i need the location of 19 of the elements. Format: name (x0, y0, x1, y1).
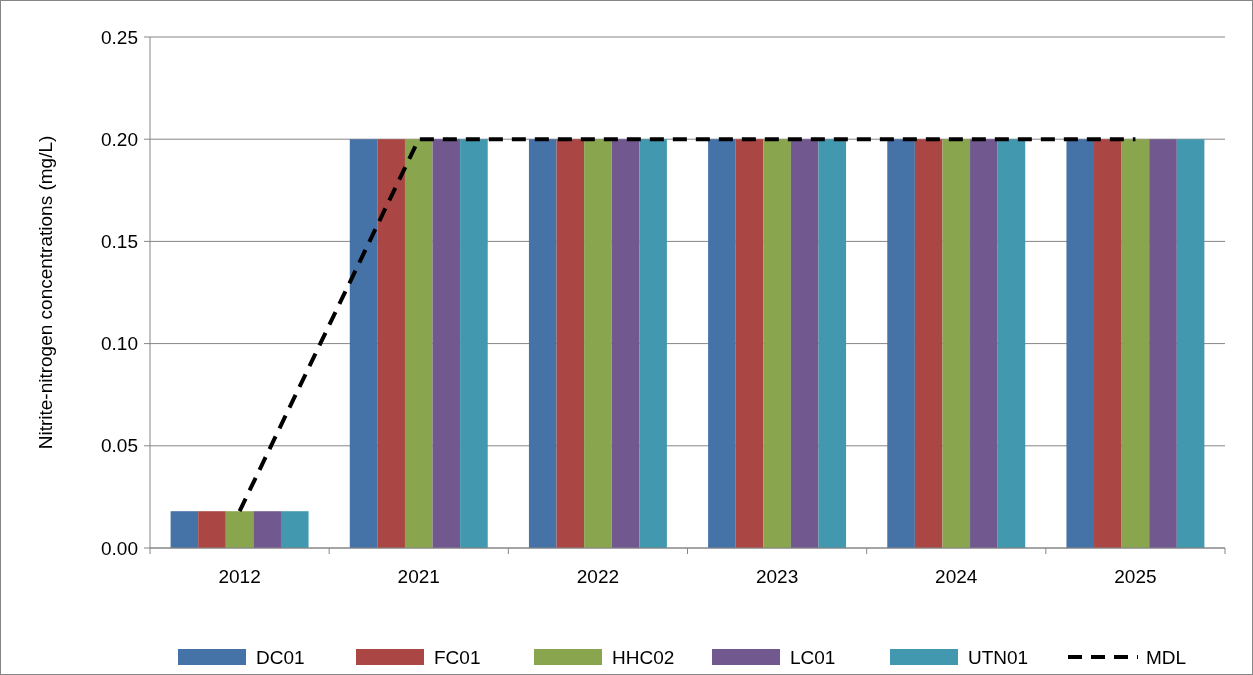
x-tick-label: 2025 (1114, 566, 1157, 587)
legend-label: MDL (1146, 646, 1187, 668)
x-tick-label: 2023 (755, 566, 799, 587)
legend-label: LC01 (790, 646, 836, 668)
y-tick-label: 0.00 (101, 537, 138, 559)
legend-label: DC01 (256, 646, 305, 668)
x-tick-label: 2024 (935, 566, 978, 587)
y-tick-label: 0.10 (101, 333, 138, 355)
y-tick-label: 0.05 (101, 435, 138, 457)
x-tick-label: 2012 (218, 566, 261, 587)
y-axis-title: Nitrite-nitrogen concentrations (mg/L) (35, 135, 56, 450)
x-tick-label: 2021 (397, 566, 440, 587)
x-tick-label: 2022 (576, 566, 620, 587)
legend-label: HHC02 (612, 646, 675, 668)
y-tick-label: 0.15 (101, 231, 138, 253)
legend-label: FC01 (434, 646, 481, 668)
y-tick-label: 0.20 (101, 128, 138, 150)
legend-label: UTN01 (968, 646, 1029, 668)
y-tick-label: 0.25 (101, 26, 138, 48)
